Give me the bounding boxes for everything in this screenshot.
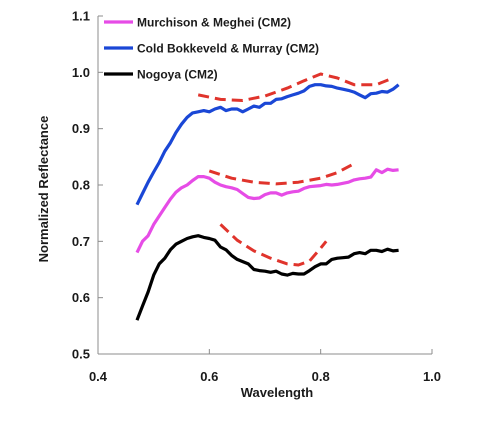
x-tick-label: 1.0 [423,369,441,384]
y-tick-label: 1.0 [72,65,90,80]
y-axis-title: Normalized Reflectance [36,116,51,263]
series-line-2 [135,83,400,206]
fit-curve-dashed-1 [197,72,394,102]
y-tick-label: 0.5 [72,347,90,362]
fit-curve-dashed-2 [208,162,355,186]
axes: 0.5 0.6 0.7 0.8 0.9 1.0 1.1 0.4 0.6 0.8 1.0 [72,9,441,385]
y-tick-label: 0.8 [72,178,90,193]
legend-label: Cold Bokkeveld & Murray (CM2) [137,42,319,56]
legend: Murchison & Meghei (CM2) Cold Bokkeveld &… [104,16,319,82]
y-tick-label: 1.1 [72,9,90,24]
x-axis-title: Wavelength [241,385,314,400]
series-line-3 [135,234,399,321]
y-tick-label: 0.7 [72,234,90,249]
y-tick-label: 0.9 [72,121,90,136]
series-lines [135,72,400,321]
x-tick-label: 0.6 [200,369,218,384]
fit-curve-dashed-3 [219,223,328,267]
legend-label: Nogoya (CM2) [137,68,218,82]
x-tick-label: 0.8 [312,369,330,384]
legend-label: Murchison & Meghei (CM2) [137,16,291,30]
x-tick-label: 0.4 [89,369,108,384]
y-tick-label: 0.6 [72,290,90,305]
series-line-1 [135,167,399,254]
